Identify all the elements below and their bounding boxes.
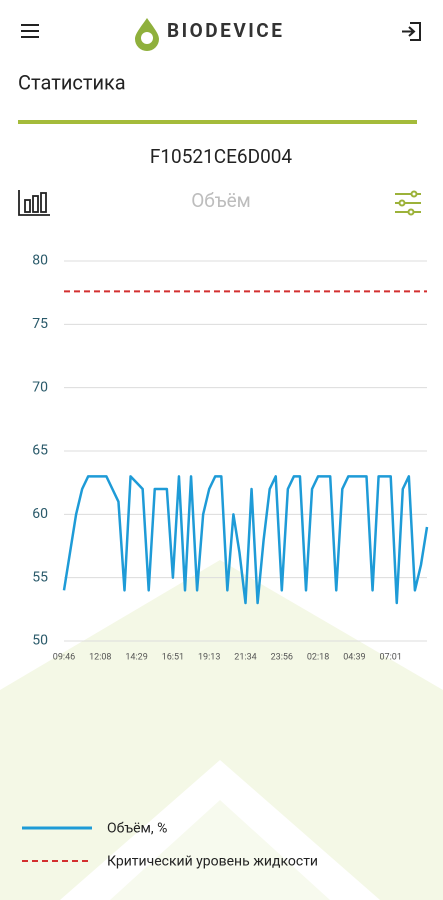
- x-tick-label: 14:29: [125, 652, 147, 662]
- device-id: F10521CE6D004: [150, 145, 293, 168]
- y-tick-label: 55: [32, 569, 48, 585]
- logo-icon-dot: [141, 32, 153, 44]
- y-tick-label: 75: [32, 316, 48, 332]
- y-tick-label: 70: [32, 379, 48, 395]
- filter-button[interactable]: [395, 190, 421, 216]
- data-line: [62, 475, 429, 605]
- brand: BIODEVICE: [167, 19, 284, 42]
- menu-button[interactable]: [21, 24, 39, 38]
- x-tick-label: 02:18: [307, 652, 329, 662]
- page-title: Статистика: [18, 70, 126, 94]
- y-tick-label: 60: [32, 506, 48, 522]
- legend-label: Объём, %: [107, 821, 167, 837]
- x-tick-label: 12:08: [89, 652, 111, 662]
- x-tick-label: 23:56: [271, 652, 293, 662]
- legend-label: Критический уровень жидкости: [107, 854, 318, 870]
- x-tick-label: 04:39: [343, 652, 365, 662]
- x-tick-label: 16:51: [162, 652, 184, 662]
- logout-button[interactable]: [402, 22, 421, 41]
- y-tick-label: 50: [32, 633, 48, 649]
- background-pattern: [0, 560, 443, 900]
- y-tick-label: 65: [32, 443, 48, 459]
- x-tick-label: 21:34: [234, 652, 256, 662]
- divider: [18, 120, 417, 124]
- x-tick-label: 09:46: [53, 652, 75, 662]
- x-tick-label: 07:01: [379, 652, 401, 662]
- chart-title: Объём: [191, 189, 251, 212]
- chart-type-button[interactable]: [18, 190, 50, 216]
- x-tick-label: 19:13: [198, 652, 220, 662]
- y-tick-label: 80: [32, 253, 48, 269]
